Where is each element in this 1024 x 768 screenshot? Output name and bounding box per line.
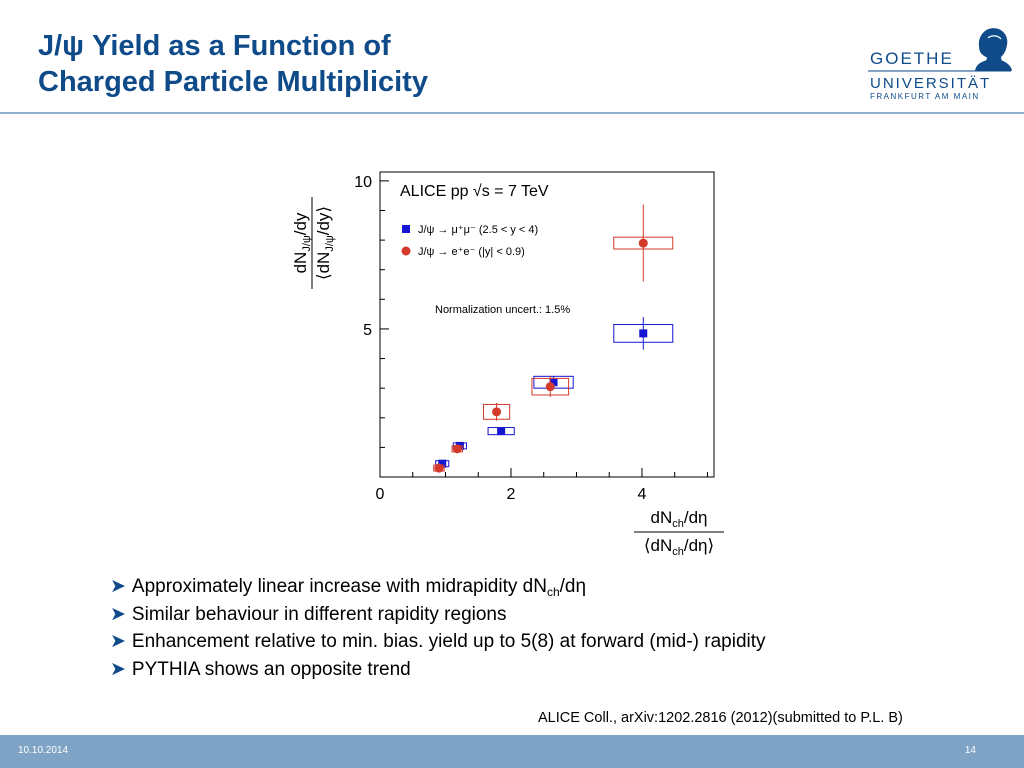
x-axis-label: dNch/dη ⟨dNch/dη⟩ <box>634 508 724 558</box>
x-tick-label: 4 <box>638 486 647 503</box>
y-tick-label: 5 <box>363 322 372 339</box>
bullet-item: ➤ PYTHIA shows an opposite trend <box>110 656 766 684</box>
footer-date: 10.10.2014 <box>18 745 69 756</box>
bullet-text-suffix: /dη <box>559 576 587 597</box>
bullet-text: Similar behaviour in different rapidity … <box>131 603 507 625</box>
bullet-arrow-icon: ➤ <box>110 631 126 652</box>
chart-title: ALICE pp √s = 7 TeV <box>400 183 549 200</box>
bullet-arrow-icon: ➤ <box>110 576 126 597</box>
bullet-text: Approximately linear increase with midra… <box>131 576 547 597</box>
bullet-text: Enhancement relative to min. bias. yield… <box>131 631 766 652</box>
x-tick-label: 0 <box>376 486 385 503</box>
jpsi-yield-chart: dNJ/ψ/dy ⟨dNJ/ψ/dy⟩ dNch/dη ⟨dNch/dη⟩ 0 2… <box>282 150 742 570</box>
goethe-university-logo: GOETHE UNIVERSITÄT FRANKFURT AM MAIN <box>868 26 1013 102</box>
chart-svg: dNJ/ψ/dy ⟨dNJ/ψ/dy⟩ dNch/dη ⟨dNch/dη⟩ 0 2… <box>282 150 742 570</box>
bullet-subscript: ch <box>546 585 560 599</box>
bullet-item: ➤ Approximately linear increase with midr… <box>110 573 766 601</box>
data-point <box>438 459 447 468</box>
data-point <box>492 407 502 417</box>
data-point <box>434 463 444 473</box>
legend-label: J/ψ → e⁺e⁻ (|y| < 0.9) <box>418 246 525 258</box>
slide-title: J/ψ Yield as a Function of Charged Parti… <box>38 28 428 100</box>
bullet-item: ➤ Enhancement relative to min. bias. yiel… <box>110 628 766 656</box>
data-point <box>549 378 558 387</box>
plot-frame <box>379 171 715 478</box>
bullet-arrow-icon: ➤ <box>110 658 126 680</box>
x-tick-label: 2 <box>507 486 516 503</box>
citation: ALICE Coll., arXiv:1202.2816 (2012)(subm… <box>538 710 903 726</box>
y-axis-label: dNJ/ψ/dy ⟨dNJ/ψ/dy⟩ <box>291 197 336 289</box>
y-axis-label-denominator: ⟨dNJ/ψ/dy⟩ <box>314 206 336 280</box>
legend-marker <box>401 246 411 256</box>
footer-bar: 10.10.2014 14 <box>0 735 1024 768</box>
title-divider <box>0 112 1024 114</box>
bullet-item: ➤ Similar behaviour in different rapidity… <box>110 601 766 629</box>
chart-annotation: Normalization uncert.: 1.5% <box>435 304 570 316</box>
bullet-list: ➤ Approximately linear increase with midr… <box>110 573 766 683</box>
page-number: 14 <box>964 745 976 756</box>
goethe-portrait-icon <box>975 28 1013 71</box>
y-tick-label: 10 <box>354 174 372 191</box>
data-point <box>545 382 555 392</box>
logo-line1: GOETHE <box>870 49 954 68</box>
legend-marker <box>402 225 410 233</box>
x-axis-label-denominator: ⟨dNch/dη⟩ <box>644 536 714 558</box>
slide-title-line2: Charged Particle Multiplicity <box>38 66 428 98</box>
data-point <box>452 444 462 454</box>
logo-line3: FRANKFURT AM MAIN <box>870 92 980 101</box>
bullet-text: PYTHIA shows an opposite trend <box>131 658 411 680</box>
data-point <box>639 329 648 338</box>
legend-label: J/ψ → μ⁺μ⁻ (2.5 < y < 4) <box>418 224 538 236</box>
data-point <box>497 427 506 436</box>
logo-line2: UNIVERSITÄT <box>870 75 991 92</box>
data-point <box>638 238 648 248</box>
y-axis-label-numerator: dNJ/ψ/dy <box>291 212 313 273</box>
bullet-arrow-icon: ➤ <box>110 603 126 625</box>
slide-title-line1: J/ψ Yield as a Function of <box>38 30 391 62</box>
x-axis-label-numerator: dNch/dη <box>651 508 708 530</box>
